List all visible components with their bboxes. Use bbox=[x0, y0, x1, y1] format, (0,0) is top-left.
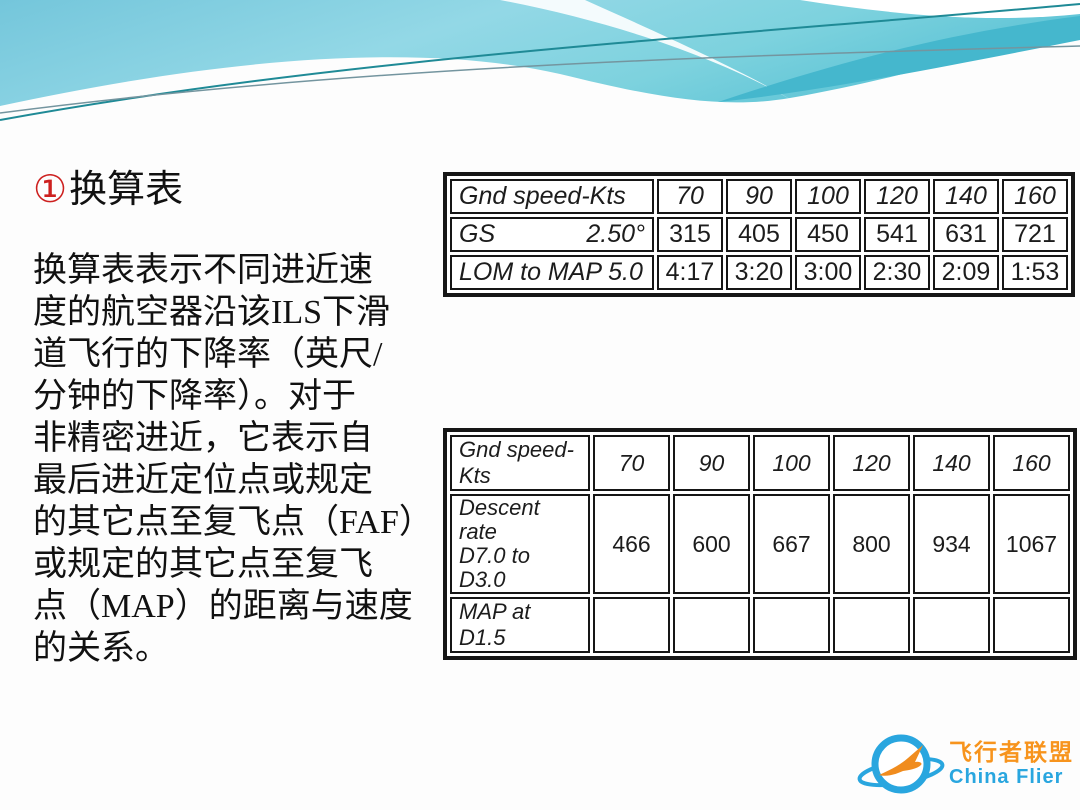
speed-header-cell: 160 bbox=[1002, 179, 1068, 214]
speed-header-cell: 140 bbox=[913, 435, 990, 491]
gs-angle: 2.50° bbox=[586, 220, 645, 248]
empty-cell bbox=[673, 597, 750, 653]
map-label-cell: MAP at D1.5 bbox=[450, 597, 590, 653]
time-cell: 3:00 bbox=[795, 255, 861, 290]
gnd-speed-label-cell: Gnd speed-Kts bbox=[450, 435, 590, 491]
time-cell: 2:30 bbox=[864, 255, 930, 290]
speed-header-cell: 120 bbox=[864, 179, 930, 214]
empty-cell bbox=[833, 597, 910, 653]
time-cell: 4:17 bbox=[657, 255, 723, 290]
descent-rate-cell: 600 bbox=[673, 494, 750, 594]
table-row: Descent rate D7.0 to D3.0 466 600 667 80… bbox=[450, 494, 1070, 594]
logo-name-en: China Flier bbox=[949, 765, 1064, 788]
descent-rate-cell: 450 bbox=[795, 217, 861, 252]
table-row: MAP at D1.5 bbox=[450, 597, 1070, 653]
descent-rate-cell: 466 bbox=[593, 494, 670, 594]
speed-header-cell: 70 bbox=[593, 435, 670, 491]
speed-header-cell: 90 bbox=[673, 435, 750, 491]
speed-header-cell: 120 bbox=[833, 435, 910, 491]
table-row: Gnd speed-Kts 70 90 100 120 140 160 bbox=[450, 179, 1068, 214]
speed-header-cell: 70 bbox=[657, 179, 723, 214]
ils-conversion-table: Gnd speed-Kts 70 90 100 120 140 160 GS 2… bbox=[443, 172, 1075, 297]
empty-cell bbox=[993, 597, 1070, 653]
gs-label: GS bbox=[459, 220, 496, 248]
table-row: GS 2.50° 315 405 450 541 631 721 bbox=[450, 217, 1068, 252]
speed-header-cell: 100 bbox=[753, 435, 830, 491]
descent-rate-cell: 541 bbox=[864, 217, 930, 252]
descent-rate-cell: 721 bbox=[1002, 217, 1068, 252]
descent-rate-cell: 934 bbox=[913, 494, 990, 594]
logo-name-cn: 飞行者联盟 bbox=[949, 739, 1074, 766]
descent-rate-cell: 405 bbox=[726, 217, 792, 252]
speed-header-cell: 160 bbox=[993, 435, 1070, 491]
empty-cell bbox=[753, 597, 830, 653]
descent-rate-label-cell: Descent rate D7.0 to D3.0 bbox=[450, 494, 590, 594]
descent-rate-cell: 1067 bbox=[993, 494, 1070, 594]
descent-rate-cell: 315 bbox=[657, 217, 723, 252]
table-row: LOM to MAP 5.0 4:17 3:20 3:00 2:30 2:09 … bbox=[450, 255, 1068, 290]
wave-teal-band bbox=[718, 16, 1080, 102]
descent-rate-cell: 631 bbox=[933, 217, 999, 252]
page-title: ①换算表 bbox=[33, 158, 183, 213]
gnd-speed-label-cell: Gnd speed-Kts bbox=[450, 179, 654, 214]
airplane-icon bbox=[879, 745, 923, 776]
descent-rate-cell: 667 bbox=[753, 494, 830, 594]
time-cell: 3:20 bbox=[726, 255, 792, 290]
logo-text: 飞行者联盟 China Flier bbox=[949, 739, 1074, 788]
table-row: Gnd speed-Kts 70 90 100 120 140 160 bbox=[450, 435, 1070, 491]
page-title-text: 换算表 bbox=[69, 169, 184, 211]
time-cell: 2:09 bbox=[933, 255, 999, 290]
empty-cell bbox=[593, 597, 670, 653]
body-paragraph: 换算表表示不同进近速 度的航空器沿该ILS下滑 道飞行的下降率（英尺/ 分钟的下… bbox=[33, 252, 433, 667]
empty-cell bbox=[913, 597, 990, 653]
gs-label-cell: GS 2.50° bbox=[450, 217, 654, 252]
npa-conversion-table: Gnd speed-Kts 70 90 100 120 140 160 Desc… bbox=[443, 428, 1077, 660]
wave-white-corner bbox=[800, 0, 1080, 19]
circled-one-badge: ① bbox=[33, 169, 68, 211]
descent-rate-cell: 800 bbox=[833, 494, 910, 594]
speed-header-cell: 90 bbox=[726, 179, 792, 214]
china-flier-logo: 飞行者联盟 China Flier bbox=[857, 726, 1074, 802]
globe-airplane-icon bbox=[857, 734, 945, 794]
lom-map-label-cell: LOM to MAP 5.0 bbox=[450, 255, 654, 290]
decorative-wave-header bbox=[0, 0, 1080, 121]
speed-header-cell: 140 bbox=[933, 179, 999, 214]
wave-thin-line-gray bbox=[0, 45, 1080, 114]
speed-header-cell: 100 bbox=[795, 179, 861, 214]
time-cell: 1:53 bbox=[1002, 255, 1068, 290]
